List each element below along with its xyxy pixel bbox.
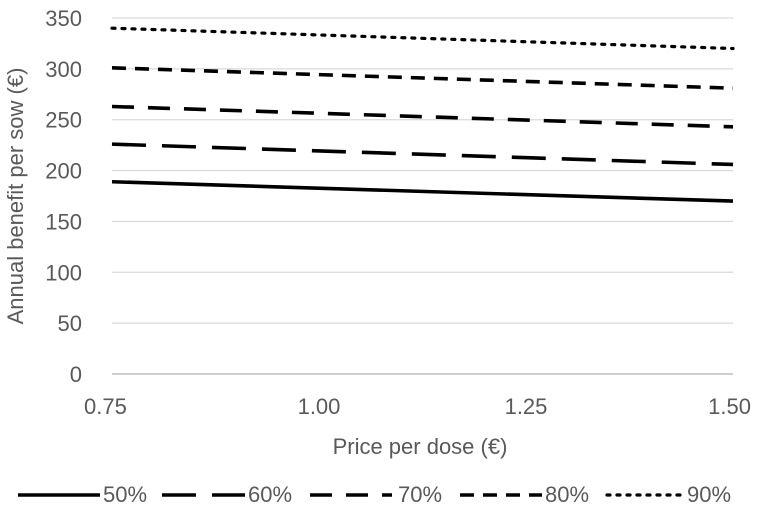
y-tick-label: 50 [58,311,82,336]
legend-label-90pct: 90% [687,482,731,507]
y-tick-label: 100 [45,260,82,285]
x-tick-label: 1.25 [505,394,548,419]
x-tick-label: 1.00 [298,394,341,419]
y-tick-label: 0 [70,362,82,387]
x-axis-tick-labels: 0.75 1.00 1.25 1.50 [84,394,751,419]
series-lines [110,26,735,203]
y-tick-label: 350 [45,6,82,31]
series-line-50pct [111,179,734,203]
series-line-70pct [111,104,734,129]
x-tick-label: 1.50 [708,394,751,419]
y-tick-label: 300 [45,57,82,82]
y-tick-label: 250 [45,108,82,133]
legend-label-70pct: 70% [398,482,442,507]
legend: 50% 60% 70% 80% 90% [18,482,731,507]
gridlines [112,17,733,324]
legend-label-60pct: 60% [248,482,292,507]
y-axis-tick-labels: 0 50 100 150 200 250 300 350 [45,6,82,387]
series-line-60pct [111,142,734,167]
y-axis-title: Annual benefit per sow (€) [3,68,28,325]
y-tick-label: 200 [45,159,82,184]
series-line-80pct [111,66,734,90]
series-line-90pct [110,26,735,51]
legend-label-80pct: 80% [545,482,589,507]
y-tick-label: 150 [45,209,82,234]
legend-label-50pct: 50% [103,482,147,507]
x-tick-label: 0.75 [84,394,127,419]
x-axis-title: Price per dose (€) [333,434,508,459]
